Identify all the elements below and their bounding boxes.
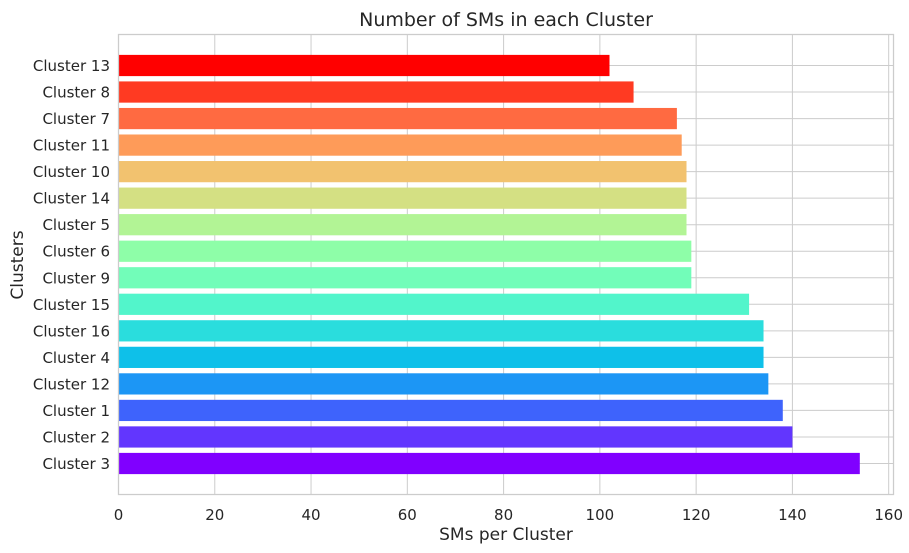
bar-cluster-7 — [118, 107, 677, 130]
x-tick-label: 80 — [494, 506, 513, 524]
y-tick-label: Cluster 13 — [33, 57, 110, 75]
y-tick-label: Cluster 16 — [33, 322, 110, 340]
x-tick-labels: 0 20 40 60 80 100 120 140 160 — [114, 506, 903, 524]
y-tick-label: Cluster 8 — [42, 84, 110, 102]
x-tick-label: 120 — [682, 506, 711, 524]
bar-cluster-13 — [118, 54, 610, 77]
bar-cluster-8 — [118, 81, 634, 103]
y-tick-label: Cluster 14 — [33, 190, 110, 208]
y-axis-label: Clusters — [8, 230, 28, 299]
y-tick-label: Cluster 2 — [42, 428, 110, 446]
bar-cluster-1 — [118, 399, 783, 422]
bar-cluster-16 — [118, 320, 764, 342]
y-tick-label: Cluster 3 — [42, 455, 110, 473]
x-tick-label: 0 — [114, 506, 124, 524]
bar-cluster-14 — [118, 187, 687, 209]
bar-cluster-4 — [118, 346, 764, 368]
bar-cluster-11 — [118, 134, 682, 156]
x-tick-label: 40 — [301, 506, 320, 524]
chart-title: Number of SMs in each Cluster — [359, 9, 653, 31]
x-tick-label: 60 — [398, 506, 417, 524]
bar-cluster-6 — [118, 240, 692, 262]
y-tick-label: Cluster 1 — [42, 402, 110, 420]
bar-cluster-10 — [118, 161, 687, 183]
y-tick-label: Cluster 9 — [42, 269, 110, 287]
bars — [118, 54, 860, 475]
plot-frame — [117, 33, 895, 496]
x-tick-label: 140 — [778, 506, 807, 524]
bar-cluster-5 — [118, 214, 687, 236]
y-tick-label: Cluster 12 — [33, 375, 110, 393]
y-tick-label: Cluster 5 — [42, 216, 110, 234]
y-tick-label: Cluster 15 — [33, 296, 110, 314]
y-tick-label: Cluster 10 — [33, 163, 110, 181]
bar-cluster-3 — [118, 452, 860, 475]
bar-cluster-2 — [118, 426, 793, 448]
y-tick-label: Cluster 7 — [42, 110, 110, 128]
y-tick-label: Cluster 4 — [42, 349, 110, 367]
x-tick-label: 160 — [874, 506, 903, 524]
y-tick-label: Cluster 11 — [33, 137, 110, 155]
bar-cluster-15 — [118, 293, 750, 315]
x-gridlines — [118, 34, 890, 495]
y-tick-labels: Cluster 3 Cluster 2 Cluster 1 Cluster 12 Clu… — [33, 57, 110, 473]
bar-cluster-9 — [118, 267, 692, 289]
x-tick-label: 20 — [205, 506, 224, 524]
x-tick-label: 100 — [586, 506, 615, 524]
y-tick-label: Cluster 6 — [42, 243, 110, 261]
x-axis-label: SMs per Cluster — [439, 525, 573, 545]
bar-cluster-12 — [118, 373, 769, 395]
